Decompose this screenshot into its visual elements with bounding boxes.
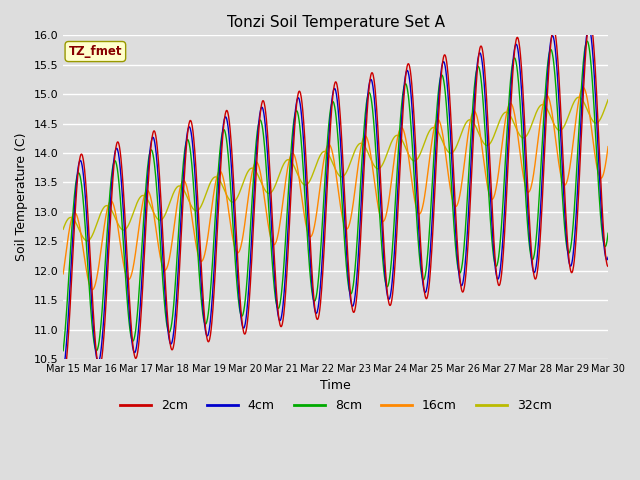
Y-axis label: Soil Temperature (C): Soil Temperature (C)	[15, 133, 28, 262]
Title: Tonzi Soil Temperature Set A: Tonzi Soil Temperature Set A	[227, 15, 445, 30]
X-axis label: Time: Time	[320, 379, 351, 392]
Text: TZ_fmet: TZ_fmet	[68, 45, 122, 58]
Legend: 2cm, 4cm, 8cm, 16cm, 32cm: 2cm, 4cm, 8cm, 16cm, 32cm	[115, 395, 557, 418]
